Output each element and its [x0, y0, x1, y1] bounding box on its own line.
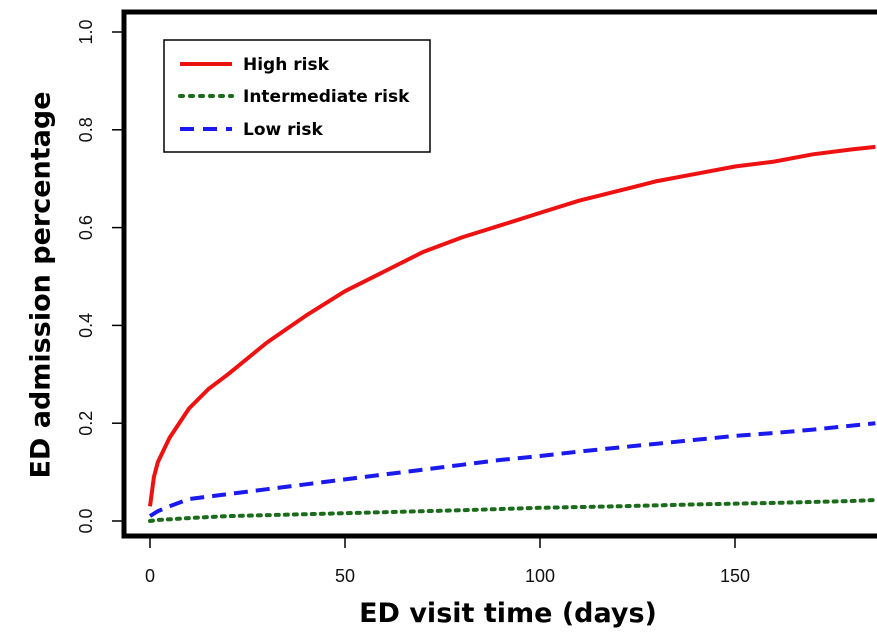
- x-axis-title: ED visit time (days): [359, 598, 657, 629]
- y-tick-label: 0.8: [76, 117, 96, 142]
- series-line-2: [148, 421, 876, 518]
- y-axis-title: ED admission percentage: [25, 91, 56, 478]
- legend-label: Low risk: [243, 120, 323, 140]
- legend-label: Intermediate risk: [243, 87, 410, 107]
- legend-label: High risk: [243, 55, 330, 75]
- x-tick-label: 150: [720, 566, 750, 586]
- plot-border: [121, 9, 877, 539]
- legend: High risk Intermediate risk Low risk: [163, 39, 431, 153]
- y-tick-label: 0.2: [76, 411, 96, 436]
- series-line-1: [148, 498, 877, 523]
- x-tick-label: 0: [145, 566, 155, 586]
- y-tick-label: 1.0: [76, 19, 96, 44]
- y-tick-label: 0.6: [76, 215, 96, 240]
- plot-frame: [121, 9, 877, 539]
- y-tick-label: 0.4: [76, 313, 96, 338]
- y-tick-label: 0.0: [76, 508, 96, 533]
- series-layer: [148, 144, 877, 523]
- x-tick-label: 100: [525, 566, 555, 586]
- series-line-0: [148, 144, 876, 507]
- axis-ticks: 0 50 100 150 0.0 0.2 0.4 0.6 0.8 1.0: [76, 19, 750, 586]
- x-tick-label: 50: [335, 566, 355, 586]
